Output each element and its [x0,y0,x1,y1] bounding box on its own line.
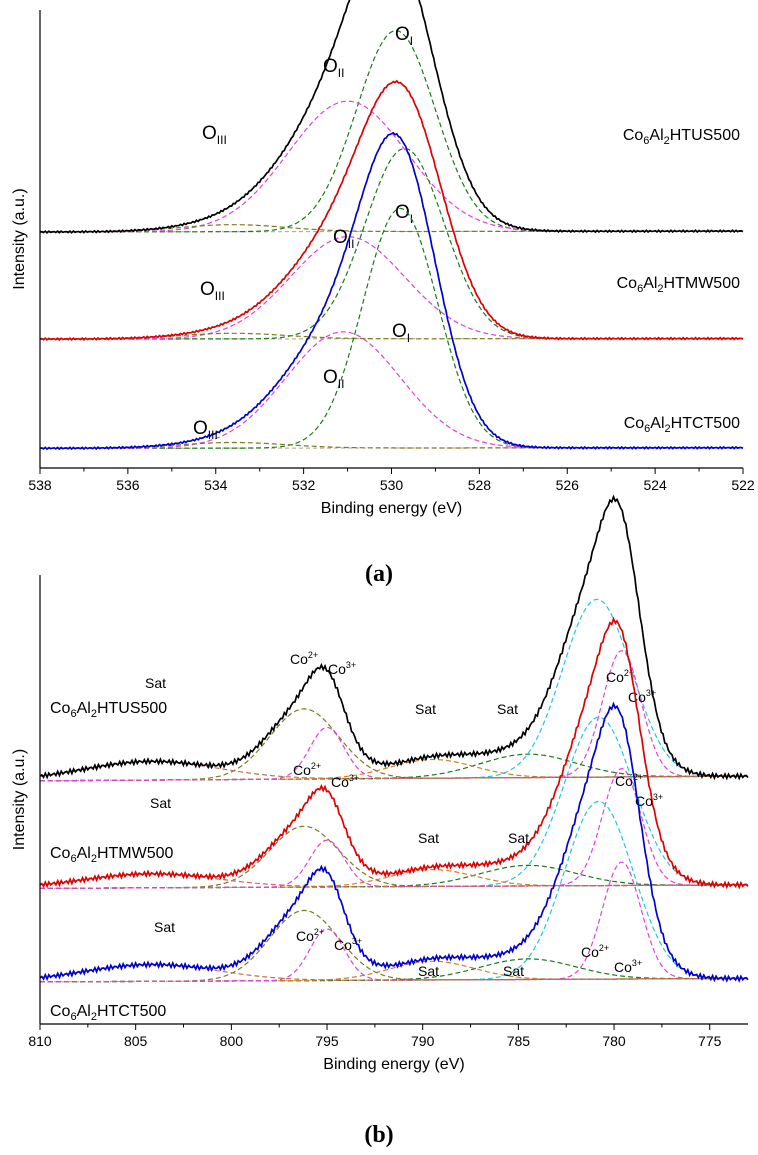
x-tick-label: 805 [124,1033,148,1049]
caption-a: (a) [365,561,393,587]
peak-label-sat: Sat [418,830,439,846]
component-curve [40,236,743,340]
sample-label: Co6Al2HTUS500 [623,127,740,147]
component-curve [40,909,748,983]
peak-label-co2-2p32: Co2+ [606,668,634,685]
x-tick-label: 780 [602,1033,626,1049]
peak-label-o-i: OI [395,24,413,48]
panel-a-o1s-chart: Co6Al2HTUS500OIOIIOIIICo6Al2HTMW500OIOII… [11,0,755,517]
series-co6al2htmw500: Co6Al2HTMW500 Co2+ Co3+ Co2+ Co3+ Sat Sat Sat [39,616,749,890]
peak-label-co3-2p32: Co3+ [635,792,663,809]
peak-label-o-iii: OIII [202,123,227,147]
component-curve [39,760,748,780]
sample-label: Co6Al2HTCT500 [624,415,740,435]
peak-label-o-i: OI [392,321,410,345]
x-tick-label: 526 [556,477,580,493]
component-curve [40,148,743,340]
x-tick-label: 522 [731,477,755,493]
sample-label: Co6Al2HTMW500 [50,845,173,865]
peak-label-o-i: OI [395,202,413,226]
peak-label-sat: Sat [415,701,436,717]
peak-label-co3-2p12: Co3+ [334,936,362,953]
component-curve [39,873,748,888]
series-co6al2htus500: Co6Al2HTUS500 OI OII OIII [39,0,744,234]
peak-label-sat: Sat [497,701,518,717]
x-tick-label: 528 [468,477,492,493]
component-curve [40,825,748,889]
x-tick-label: 795 [315,1033,339,1049]
x-axis-title: Binding energy (eV) [321,500,462,517]
envelope-curve [39,494,749,781]
peak-label-o-ii: OII [333,227,354,251]
peak-label-sat: Sat [145,675,166,691]
x-tick-label: 800 [220,1033,244,1049]
peak-label-co2-2p32: Co2+ [615,772,643,789]
sample-label: Co6Al2HTCT500 [50,1003,166,1023]
caption-b: (b) [364,1122,393,1148]
x-tick-label: 790 [411,1033,435,1049]
component-curve [40,708,748,782]
x-tick-label: 785 [507,1033,531,1049]
peak-label-o-iii: OIII [193,418,218,442]
series-co6al2htct500: Co6Al2HTCT500 Co2+ Co3+ Co2+ Co3+ Sat Sat Sat [39,701,749,1023]
envelope-curve [39,701,749,983]
peak-label-o-ii: OII [323,367,344,391]
envelope-curve [39,616,749,890]
component-curve [40,928,748,983]
peak-label-sat: Sat [503,963,524,979]
peak-label-co3-2p12: Co3+ [331,773,359,790]
series-co6al2htct500: Co6Al2HTCT500 OI OII OIII [39,131,744,451]
x-tick-label: 524 [643,477,667,493]
peak-label-sat: Sat [150,795,171,811]
x-tick-label: 810 [28,1033,52,1049]
x-tick-label: 538 [28,477,52,493]
x-tick-label: 534 [204,477,228,493]
peak-label-sat: Sat [508,830,529,846]
x-axis-title: Binding energy (eV) [323,1056,464,1073]
peak-label-co2-2p32: Co2+ [581,943,609,960]
peak-label-co3-2p32: Co3+ [628,688,656,705]
envelope-curve [39,0,744,234]
y-axis-title: Intensity (a.u.) [11,188,28,289]
peak-label-o-ii: OII [323,56,344,80]
peak-label-co3-2p12: Co3+ [328,660,356,677]
peak-label-sat: Sat [418,963,439,979]
sample-label: Co6Al2HTUS500 [50,700,167,720]
peak-label-o-iii: OIII [200,279,225,303]
component-curve [40,100,743,233]
peak-label-co2-2p12: Co2+ [296,927,324,944]
x-tick-label: 536 [116,477,140,493]
peak-label-co3-2p32: Co3+ [614,958,642,975]
baseline-curve [40,338,743,340]
y-axis-title: Intensity (a.u.) [11,749,28,850]
series-co6al2htmw500: Co6Al2HTMW500 OI OII OIII [39,79,744,342]
envelope-curve [39,131,744,451]
component-curve [39,963,748,981]
peak-label-sat: Sat [154,919,175,935]
envelope-curve [39,79,744,342]
peak-label-co2-2p12: Co2+ [293,761,321,778]
sample-label: Co6Al2HTMW500 [617,275,740,295]
baseline-curve [40,447,743,449]
x-tick-label: 530 [380,477,404,493]
x-tick-label: 532 [292,477,316,493]
peak-label-co2-2p12: Co2+ [290,650,318,667]
x-tick-label: 775 [698,1033,722,1049]
